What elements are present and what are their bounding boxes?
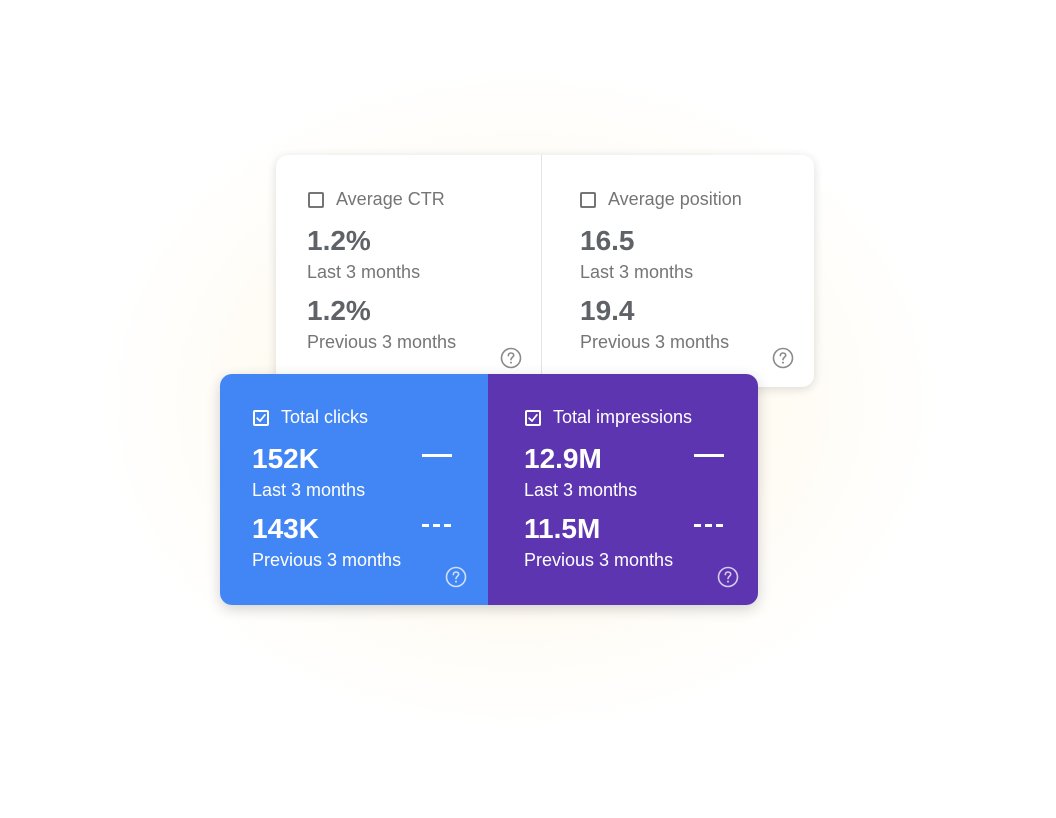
primary-metrics-card: Total clicks 152K Last 3 months 143K Pre… — [220, 374, 758, 605]
metric-previous-value: 11.5M — [524, 513, 601, 544]
metric-total-impressions[interactable]: Total impressions 12.9M Last 3 months 11… — [488, 374, 758, 605]
help-circle-icon[interactable] — [772, 347, 794, 369]
metric-current-period: Last 3 months — [307, 262, 421, 282]
metric-label: Total clicks — [281, 407, 369, 427]
metric-previous-value: 1.2% — [307, 295, 371, 326]
metric-current-value: 12.9M — [524, 443, 602, 474]
metric-current-period: Last 3 months — [252, 480, 366, 500]
help-circle-icon[interactable] — [500, 347, 522, 369]
metric-previous-period: Previous 3 months — [307, 332, 457, 352]
metric-average-position[interactable]: Average position 16.5 Last 3 months 19.4… — [542, 155, 814, 387]
metric-previous-period: Previous 3 months — [252, 550, 402, 570]
metric-current-value: 152K — [252, 443, 319, 474]
metric-label: Average CTR — [336, 189, 445, 209]
metric-current-value: 16.5 — [580, 225, 635, 256]
metric-previous-value: 19.4 — [580, 295, 635, 326]
help-circle-icon[interactable] — [445, 566, 467, 588]
previous-period-line-legend — [422, 524, 452, 527]
metric-label: Average position — [608, 189, 742, 209]
checkbox-checked-icon[interactable] — [253, 410, 269, 426]
secondary-metrics-card: Average CTR 1.2% Last 3 months 1.2% Prev… — [276, 155, 814, 387]
card-divider — [541, 155, 542, 387]
metric-label: Total impressions — [553, 407, 693, 427]
metric-current-period: Last 3 months — [580, 262, 694, 282]
help-circle-icon[interactable] — [717, 566, 739, 588]
checkbox-empty-icon[interactable] — [580, 192, 596, 208]
current-period-line-legend — [422, 454, 452, 457]
metric-average-ctr[interactable]: Average CTR 1.2% Last 3 months 1.2% Prev… — [276, 155, 541, 387]
metric-previous-period: Previous 3 months — [580, 332, 730, 352]
metric-previous-period: Previous 3 months — [524, 550, 674, 570]
checkbox-empty-icon[interactable] — [308, 192, 324, 208]
checkbox-checked-icon[interactable] — [525, 410, 541, 426]
metric-current-period: Last 3 months — [524, 480, 638, 500]
current-period-line-legend — [694, 454, 724, 457]
metric-total-clicks[interactable]: Total clicks 152K Last 3 months 143K Pre… — [220, 374, 488, 605]
previous-period-line-legend — [694, 524, 724, 527]
metric-previous-value: 143K — [252, 513, 319, 544]
metric-current-value: 1.2% — [307, 225, 371, 256]
